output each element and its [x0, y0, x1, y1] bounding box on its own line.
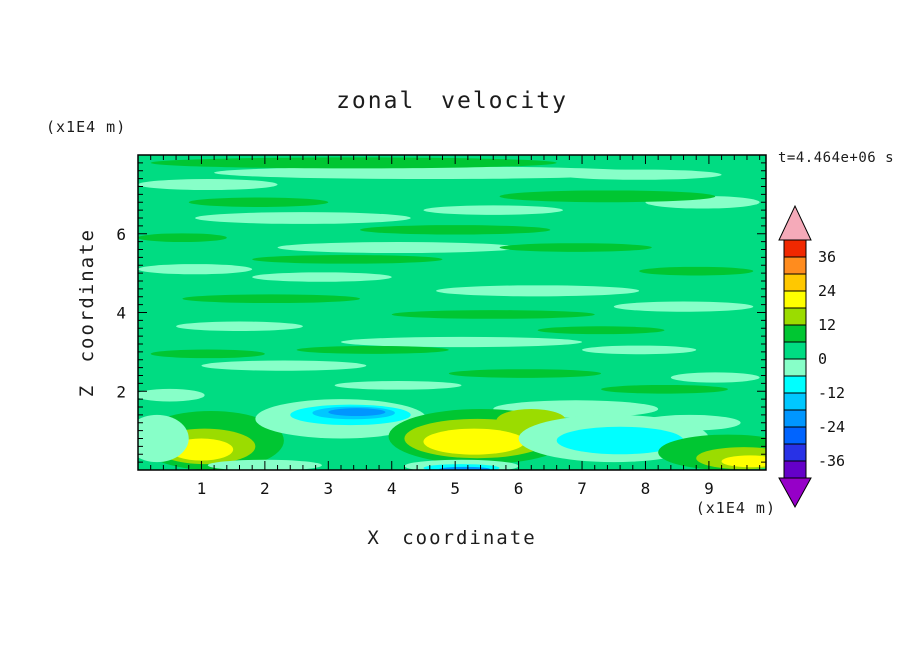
- svg-text:1: 1: [197, 479, 207, 498]
- svg-text:4: 4: [387, 479, 397, 498]
- svg-text:4: 4: [116, 304, 126, 323]
- svg-text:3: 3: [323, 479, 333, 498]
- z-axis-unit-label: (x1E4 m): [46, 118, 127, 136]
- svg-text:5: 5: [450, 479, 460, 498]
- y-axis-label-text: Z coordinate: [76, 227, 98, 398]
- svg-text:2: 2: [260, 479, 270, 498]
- svg-text:24: 24: [818, 282, 836, 300]
- svg-text:6: 6: [514, 479, 524, 498]
- contour-plot: 1 2 3 4 5 6 7 8 9 2 4 6: [116, 154, 767, 498]
- svg-text:36: 36: [818, 248, 836, 266]
- svg-text:0: 0: [818, 350, 827, 368]
- svg-text:8: 8: [641, 479, 651, 498]
- x-axis-unit-label: (x1E4 m): [695, 499, 776, 517]
- svg-text:12: 12: [818, 316, 836, 334]
- timestamp-label: t=4.464e+06 s: [778, 150, 895, 166]
- svg-text:6: 6: [116, 225, 126, 244]
- chart-title: zonal velocity: [336, 88, 568, 114]
- svg-text:-36: -36: [818, 452, 845, 470]
- svg-text:-24: -24: [818, 418, 845, 436]
- svg-text:9: 9: [704, 479, 714, 498]
- svg-text:-12: -12: [818, 384, 845, 402]
- svg-text:2: 2: [116, 382, 126, 401]
- x-axis-label: X coordinate: [367, 527, 537, 549]
- colorbar: 36 24 12 0 -12 -24 -36: [778, 204, 845, 509]
- svg-text:7: 7: [577, 479, 587, 498]
